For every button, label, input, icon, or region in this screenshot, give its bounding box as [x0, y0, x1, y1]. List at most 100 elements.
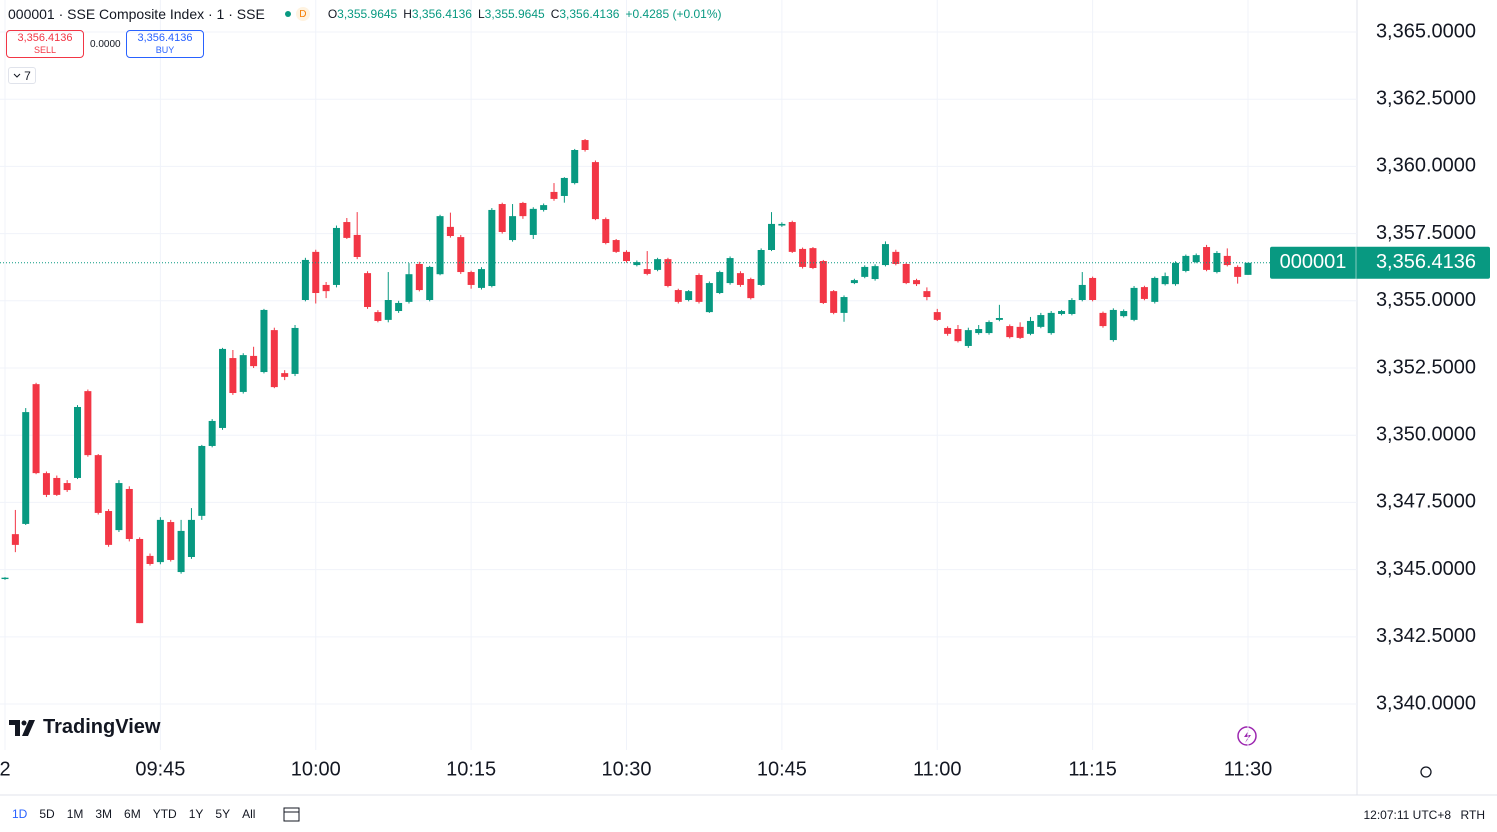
ohlc-value: 3,356.4136 — [411, 7, 472, 21]
candle-body — [477, 269, 485, 288]
range-button[interactable]: 5Y — [215, 807, 231, 821]
candle-body — [63, 483, 71, 491]
buy-button[interactable]: 3,356.4136 BUY — [126, 30, 204, 58]
candle-body — [291, 327, 299, 374]
candle-body — [861, 266, 869, 277]
range-button[interactable]: 3M — [95, 807, 113, 821]
logo-text: TradingView — [43, 716, 161, 738]
candle-body — [871, 266, 879, 280]
spread: 0.0000 — [90, 38, 121, 50]
candle-body — [1213, 252, 1221, 273]
candle-body — [105, 511, 113, 545]
price-tag-value: 3,356.4136 — [1376, 251, 1476, 273]
x-tick-label: 11:00 — [913, 758, 962, 780]
sell-price: 3,356.4136 — [17, 32, 73, 44]
ohlc-key: O — [327, 7, 338, 21]
y-tick-label: 3,342.5000 — [1376, 625, 1476, 647]
candle-body — [1203, 247, 1211, 270]
price-tag-symbol: 000001 — [1280, 251, 1347, 273]
candle-body — [467, 272, 475, 285]
candle-body — [726, 258, 734, 284]
change: +0.4285 (+0.01%) — [625, 7, 722, 21]
candle-body — [809, 248, 817, 269]
candle-body — [995, 318, 1003, 320]
candle-body — [913, 280, 921, 285]
candle-body — [156, 519, 164, 563]
candle-body — [270, 330, 278, 388]
candle-body — [84, 391, 92, 456]
settings-icon[interactable] — [1420, 766, 1432, 778]
x-tick-label: 10:15 — [446, 758, 496, 780]
candle-body — [509, 216, 517, 241]
candle-body — [985, 322, 993, 334]
candle-body — [1161, 276, 1169, 285]
candle-body — [1, 577, 9, 580]
candle-body — [964, 330, 972, 346]
candle-body — [840, 297, 848, 313]
candle-body — [301, 259, 309, 300]
candle-body — [1006, 326, 1014, 338]
bottom-toolbar: 1D 5D 1M 3M 6M YTD 1Y 5Y All 12:07:11 UTC+8 RTH — [0, 796, 1497, 832]
ohlc-item: C3,356.4136 — [551, 7, 620, 21]
range-button[interactable]: All — [242, 807, 256, 821]
candle-body — [136, 538, 144, 624]
x-tick-label: 10:00 — [291, 758, 341, 780]
candle-body — [747, 279, 755, 299]
event-icon[interactable] — [1237, 726, 1257, 746]
candle-body — [923, 291, 931, 298]
indicators-toggle[interactable]: 7 — [8, 67, 36, 84]
candle-body — [591, 162, 599, 220]
candle-body — [902, 263, 910, 284]
candle-body — [612, 240, 620, 252]
candle-body — [405, 274, 413, 302]
candle-body — [260, 309, 268, 373]
range-button[interactable]: 1M — [66, 807, 84, 821]
candle-body — [332, 227, 340, 285]
candle-body — [571, 150, 579, 184]
candle-body — [146, 555, 154, 564]
candle-body — [850, 280, 858, 284]
candle-body — [1016, 326, 1024, 338]
range-button[interactable]: 5D — [39, 807, 55, 821]
buy-label: BUY — [155, 45, 175, 55]
candle-body — [457, 237, 465, 273]
y-tick-label: 3,350.0000 — [1376, 423, 1476, 445]
range-button[interactable]: 6M — [124, 807, 141, 821]
candle-body — [364, 273, 372, 307]
sell-button[interactable]: 3,356.4136 SELL — [6, 30, 84, 58]
candle-body — [250, 355, 258, 367]
chevron — [13, 73, 21, 78]
range-button[interactable]: YTD — [152, 807, 177, 821]
range-button[interactable]: 1Y — [188, 807, 204, 821]
y-tick-label: 3,347.5000 — [1376, 491, 1476, 513]
buy-price: 3,356.4136 — [137, 32, 193, 44]
date-range-icon[interactable] — [281, 804, 303, 824]
session[interactable]: RTH — [1460, 808, 1485, 822]
candle-body — [1182, 255, 1190, 271]
candle-body — [1099, 312, 1107, 327]
logo: TradingView — [9, 716, 160, 739]
candle-body — [768, 223, 776, 250]
candle-body — [975, 329, 983, 334]
candle-body — [498, 204, 506, 232]
candle-body — [1130, 287, 1138, 320]
symbol-title[interactable]: 000001 · SSE Composite Index · 1 · SSE — [8, 6, 265, 22]
candle-body — [395, 302, 403, 312]
ohlc-value: 3,356.4136 — [559, 7, 620, 21]
grid — [0, 0, 1357, 750]
ohlc-value: 3,355.9645 — [484, 7, 545, 21]
candle-body — [22, 412, 30, 524]
candle-body — [94, 455, 102, 513]
candles — [1, 138, 1252, 624]
ohlc-key: H — [403, 7, 412, 21]
candle-body — [115, 483, 123, 531]
ohlc-key: C — [550, 7, 560, 21]
candle-body — [53, 477, 61, 495]
y-tick-label: 3,340.0000 — [1376, 692, 1476, 714]
ohlc-values: O3,355.9645 H3,356.4136 L3,355.9645 C3,356.… — [328, 7, 722, 21]
candle-body — [167, 522, 175, 560]
candle-body — [799, 248, 807, 267]
candle-body — [674, 290, 682, 302]
candle-body — [239, 355, 247, 392]
range-button[interactable]: 1D — [12, 807, 28, 821]
